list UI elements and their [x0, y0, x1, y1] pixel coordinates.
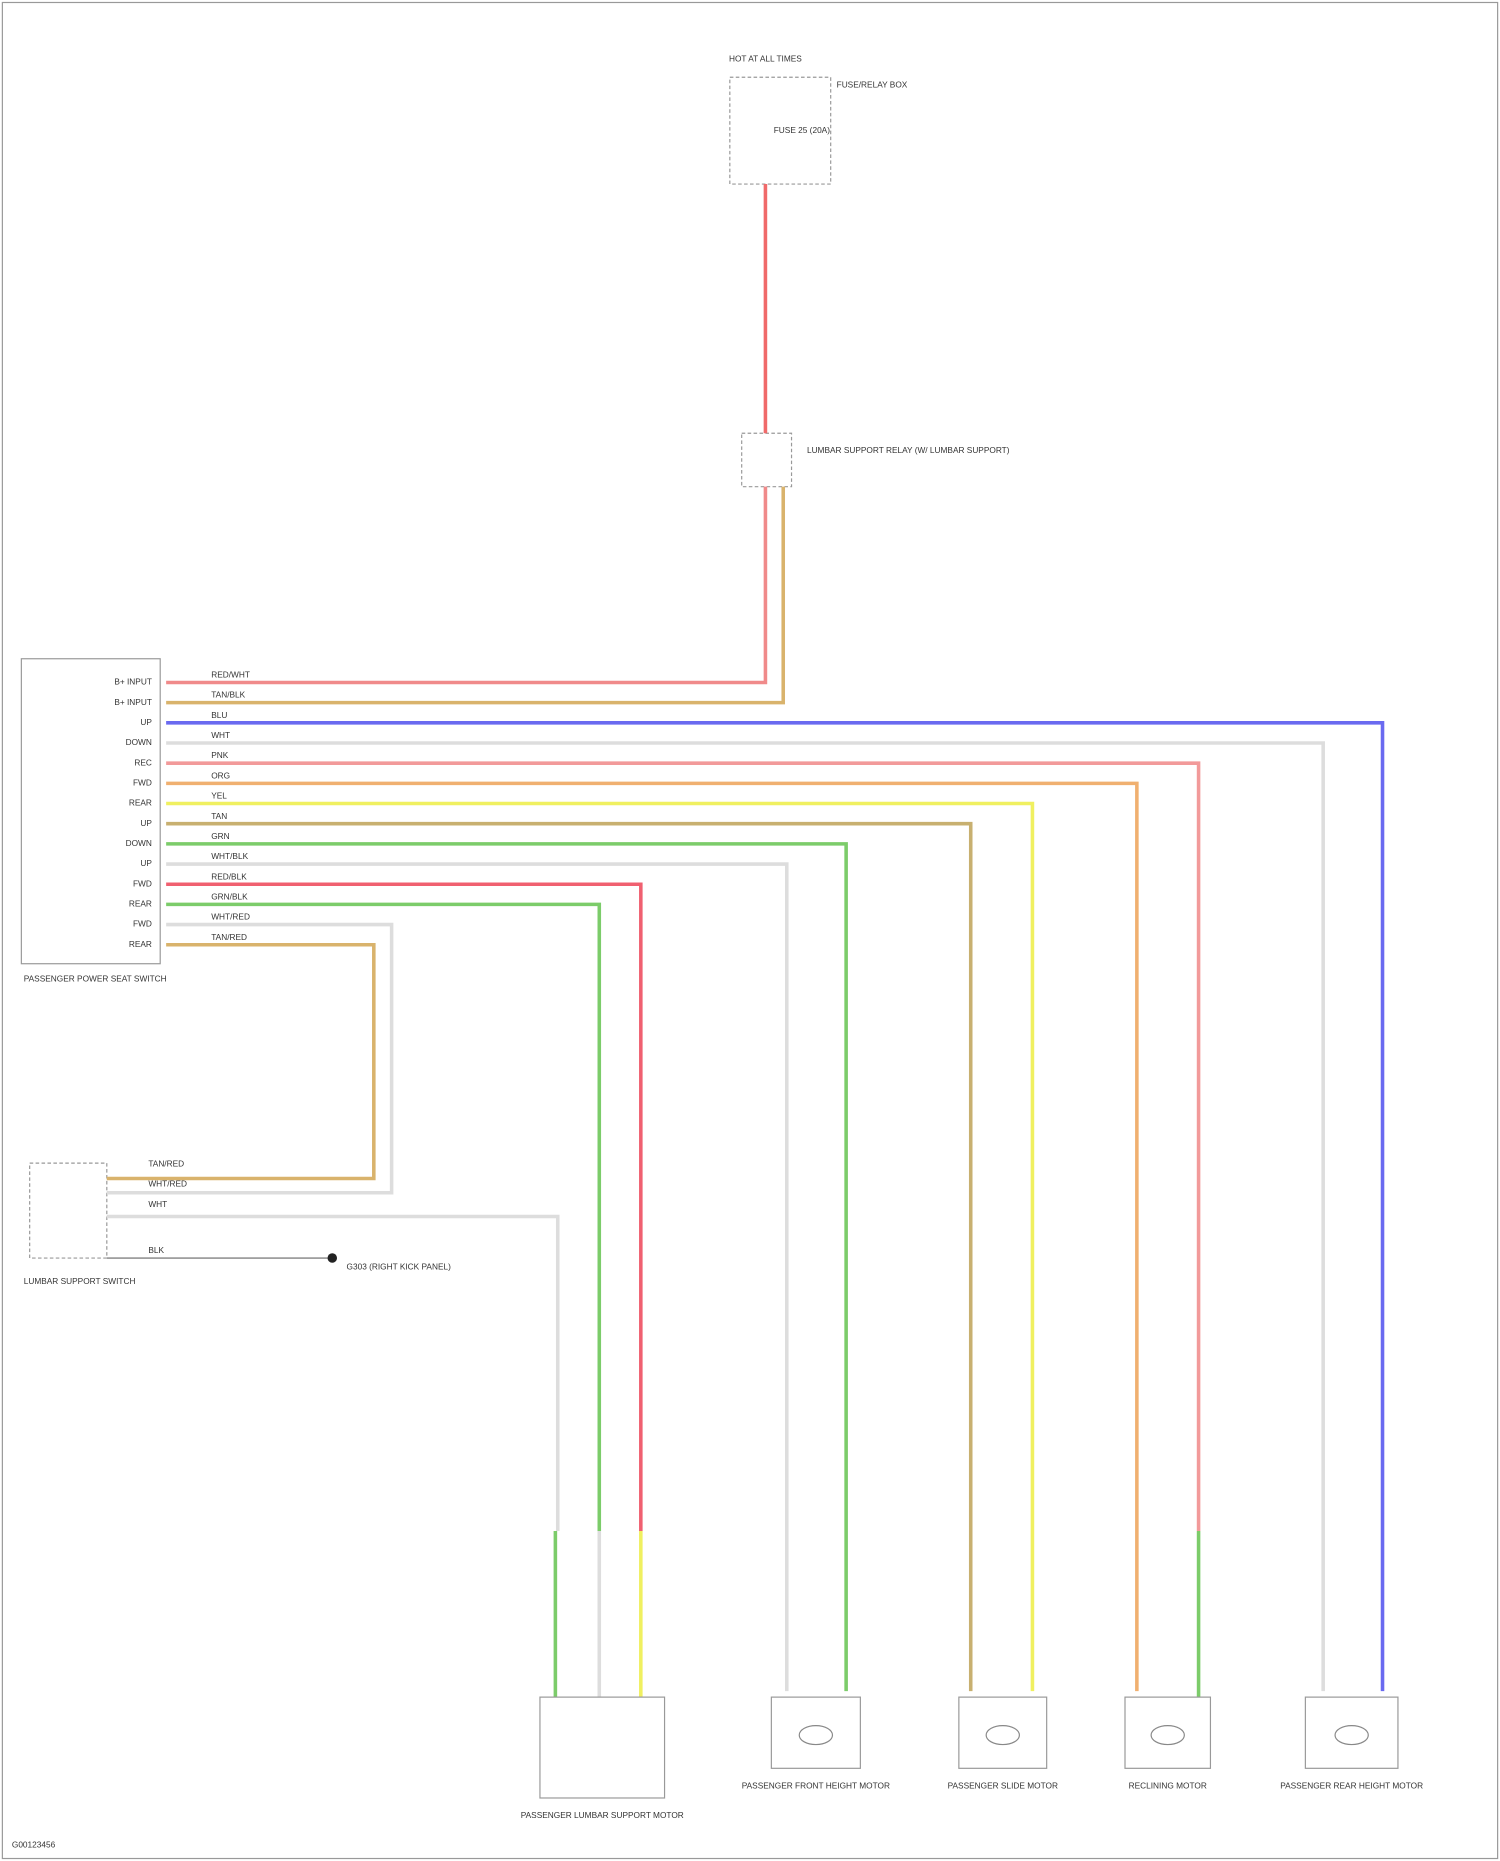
pin-name: REC: [134, 757, 152, 767]
pin-name: UP: [140, 818, 152, 828]
wire: [166, 761, 1201, 1531]
motor-name: PASSENGER REAR HEIGHT MOTOR: [1280, 1780, 1423, 1790]
lumbar-switch-box: [29, 1162, 108, 1259]
motor-symbol: [1334, 1725, 1369, 1746]
pin-name: FWD: [133, 878, 152, 888]
wire: [166, 486, 786, 705]
motor-symbol: [985, 1725, 1020, 1746]
pin-name: FWD: [133, 778, 152, 788]
switch-box: [20, 658, 161, 965]
wire-label: TAN/BLK: [211, 690, 245, 700]
relay: [741, 432, 793, 488]
wire-label: WHT: [211, 730, 230, 740]
wire-label: TAN/RED: [211, 932, 247, 942]
wire-label: RED/WHT: [211, 670, 250, 680]
motor-box: [958, 1696, 1048, 1769]
wire: [166, 842, 848, 1692]
wire: [166, 721, 1385, 1692]
motor-box: [1124, 1696, 1212, 1769]
wire: [166, 781, 1139, 1692]
wire-label: GRN: [211, 831, 229, 841]
footer: G00123456: [12, 1840, 56, 1850]
wire-label: WHT/BLK: [211, 851, 248, 861]
switch-name: PASSENGER POWER SEAT SWITCH: [24, 973, 167, 983]
relay-name: LUMBAR SUPPORT RELAY (W/ LUMBAR SUPPORT): [807, 445, 1010, 455]
motor-name: PASSENGER LUMBAR SUPPORT MOTOR: [521, 1810, 684, 1820]
pin-name: REAR: [129, 899, 152, 909]
pin-name: UP: [140, 717, 152, 727]
wire-label: WHT/RED: [211, 912, 250, 922]
pin-name: UP: [140, 858, 152, 868]
pin-name: FWD: [133, 919, 152, 929]
wire-label: BLU: [211, 710, 227, 720]
motor-box: [539, 1696, 666, 1799]
wire-label: RED/BLK: [211, 871, 247, 881]
wire-label: YEL: [211, 791, 227, 801]
pin-name: B+ INPUT: [114, 697, 152, 707]
pin-name: B+ INPUT: [114, 677, 152, 687]
wire: [166, 862, 789, 1692]
ground-point: [327, 1253, 338, 1263]
wire-label: ORG: [211, 770, 230, 780]
motor-symbol: [798, 1725, 834, 1746]
motor-box: [770, 1696, 861, 1769]
motor-name: RECLINING MOTOR: [1129, 1780, 1207, 1790]
lumbar-wire-label: BLK: [148, 1245, 164, 1255]
fuse-title: HOT AT ALL TIMES: [729, 54, 802, 64]
wire-label: TAN: [211, 811, 227, 821]
motor-name: PASSENGER SLIDE MOTOR: [948, 1780, 1058, 1790]
ground-label: G303 (RIGHT KICK PANEL): [347, 1262, 452, 1272]
wire: [166, 486, 768, 685]
lumbar-wire-label: TAN/RED: [148, 1158, 184, 1168]
pin-name: REAR: [129, 939, 152, 949]
fuse-box-name: FUSE/RELAY BOX: [837, 80, 908, 90]
motor-symbol: [1150, 1725, 1185, 1746]
wire: [166, 821, 973, 1692]
wire: [106, 922, 394, 1195]
wire: [166, 902, 602, 1531]
fuse-label: FUSE 25 (20A): [774, 125, 830, 135]
lumbar-switch-name: LUMBAR SUPPORT SWITCH: [24, 1276, 136, 1286]
motor-box: [1304, 1696, 1399, 1769]
lumbar-wire-label: WHT/RED: [148, 1179, 187, 1189]
wire: [106, 942, 376, 1181]
wire: [166, 801, 1035, 1692]
wire: [106, 1214, 560, 1531]
pin-name: DOWN: [126, 737, 152, 747]
wire-label: PNK: [211, 750, 229, 760]
pin-name: REAR: [129, 798, 152, 808]
wire: [166, 741, 1325, 1692]
motor-name: PASSENGER FRONT HEIGHT MOTOR: [742, 1780, 890, 1790]
pin-name: DOWN: [126, 838, 152, 848]
wire-label: GRN/BLK: [211, 891, 248, 901]
lumbar-wire-label: WHT: [148, 1199, 167, 1209]
wire: [166, 882, 643, 1531]
